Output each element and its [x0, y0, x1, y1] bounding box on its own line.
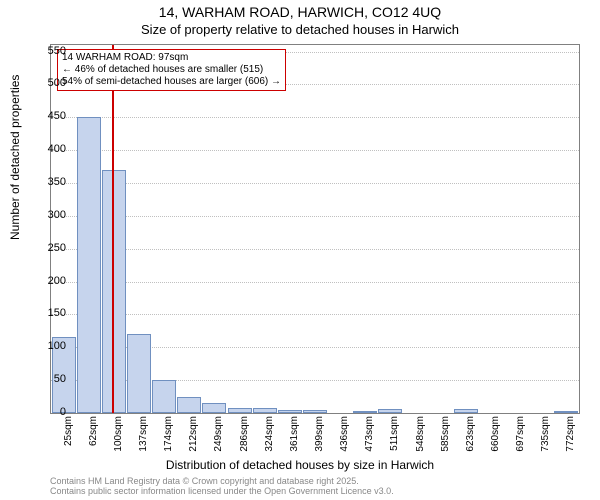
y-tick-label: 550	[36, 45, 66, 57]
x-tick-label: 623sqm	[465, 416, 476, 456]
x-tick-label: 735sqm	[540, 416, 551, 456]
y-tick-label: 450	[36, 110, 66, 122]
gridline	[51, 314, 579, 315]
x-tick-label: 473sqm	[364, 416, 375, 456]
histogram-bar	[152, 380, 176, 413]
footnote: Contains HM Land Registry data © Crown c…	[50, 477, 394, 497]
x-tick-label: 436sqm	[339, 416, 350, 456]
chart-title-address: 14, WARHAM ROAD, HARWICH, CO12 4UQ	[0, 4, 600, 20]
annotation-line2: ← 46% of detached houses are smaller (51…	[62, 64, 281, 76]
annotation-line1: 14 WARHAM ROAD: 97sqm	[62, 52, 281, 64]
x-tick-label: 324sqm	[264, 416, 275, 456]
x-tick-label: 548sqm	[415, 416, 426, 456]
chart-title-desc: Size of property relative to detached ho…	[0, 22, 600, 37]
x-tick-label: 511sqm	[389, 416, 400, 456]
histogram-bar	[228, 408, 252, 413]
y-tick-label: 400	[36, 143, 66, 155]
x-tick-label: 585sqm	[440, 416, 451, 456]
histogram-bar	[278, 410, 302, 413]
histogram-bar	[303, 410, 327, 413]
histogram-bar	[202, 403, 226, 413]
y-tick-label: 50	[36, 373, 66, 385]
x-tick-label: 697sqm	[515, 416, 526, 456]
y-tick-label: 100	[36, 340, 66, 352]
gridline	[51, 282, 579, 283]
histogram-bar	[77, 117, 101, 413]
gridline	[51, 249, 579, 250]
y-tick-label: 200	[36, 275, 66, 287]
histogram-bar	[454, 409, 478, 413]
x-tick-label: 399sqm	[314, 416, 325, 456]
histogram-bar	[378, 409, 402, 413]
x-tick-label: 137sqm	[138, 416, 149, 456]
x-tick-label: 100sqm	[113, 416, 124, 456]
property-marker-line	[112, 45, 114, 413]
gridline	[51, 183, 579, 184]
histogram-bar	[353, 411, 377, 413]
x-tick-label: 361sqm	[289, 416, 300, 456]
x-tick-label: 212sqm	[188, 416, 199, 456]
gridline	[51, 117, 579, 118]
x-tick-label: 249sqm	[213, 416, 224, 456]
histogram-bar	[253, 408, 277, 413]
histogram-bar	[127, 334, 151, 413]
y-tick-label: 0	[36, 406, 66, 418]
chart-container: 14, WARHAM ROAD, HARWICH, CO12 4UQ Size …	[0, 0, 600, 500]
y-tick-label: 500	[36, 77, 66, 89]
x-axis-label: Distribution of detached houses by size …	[0, 458, 600, 472]
x-tick-label: 174sqm	[163, 416, 174, 456]
histogram-bar	[554, 411, 578, 413]
y-tick-label: 150	[36, 307, 66, 319]
x-tick-label: 660sqm	[490, 416, 501, 456]
plot-area: 14 WARHAM ROAD: 97sqm ← 46% of detached …	[50, 44, 580, 414]
x-tick-label: 772sqm	[565, 416, 576, 456]
x-tick-label: 286sqm	[239, 416, 250, 456]
annotation-line3: 54% of semi-detached houses are larger (…	[62, 76, 281, 88]
x-tick-label: 62sqm	[88, 416, 99, 456]
y-tick-label: 250	[36, 242, 66, 254]
y-axis-label: Number of detached properties	[8, 75, 22, 240]
y-tick-label: 300	[36, 209, 66, 221]
x-tick-label: 25sqm	[63, 416, 74, 456]
histogram-bar	[177, 397, 201, 413]
gridline	[51, 150, 579, 151]
gridline	[51, 216, 579, 217]
footnote-line2: Contains public sector information licen…	[50, 487, 394, 497]
y-tick-label: 350	[36, 176, 66, 188]
annotation-box: 14 WARHAM ROAD: 97sqm ← 46% of detached …	[57, 49, 286, 91]
